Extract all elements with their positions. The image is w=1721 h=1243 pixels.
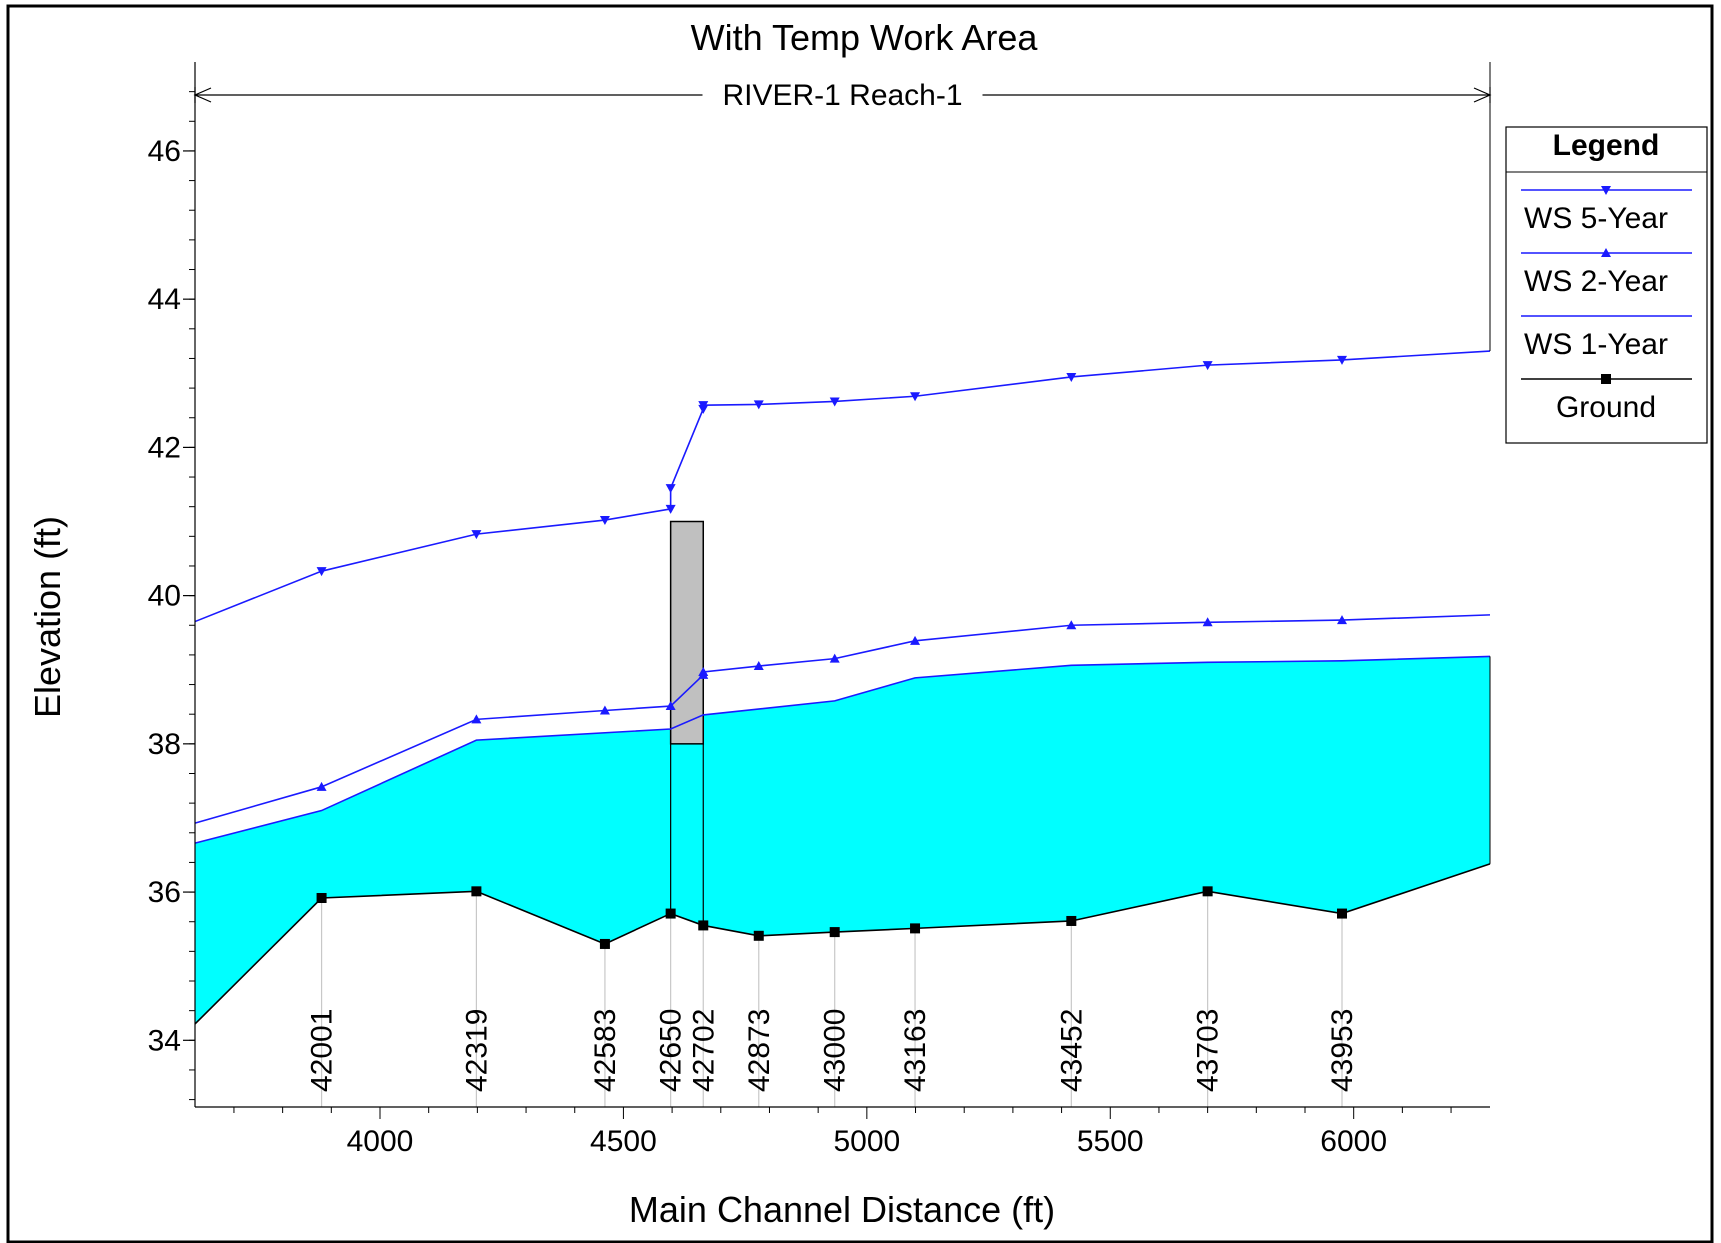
data-point-marker (316, 567, 327, 577)
y-tick-label: 40 (148, 580, 181, 613)
y-tick-label: 46 (148, 135, 181, 168)
station-label: 42873 (743, 1009, 776, 1092)
y-tick-label: 36 (148, 876, 181, 909)
series-layer (194, 350, 1491, 1025)
x-tick-label: 4000 (347, 1125, 414, 1158)
data-point-marker (1066, 372, 1077, 382)
data-point-marker (753, 661, 764, 671)
data-point-marker (665, 484, 676, 494)
series-ws-2-year-line (194, 614, 1491, 824)
data-point-marker (471, 886, 482, 897)
legend-box (1505, 126, 1708, 444)
data-point-marker (665, 908, 676, 919)
axes-layer: 34 36 38 40 42 44 46 4000 4500 5000 5500 6000 (148, 62, 1491, 1158)
legend-entry-label: WS 5-Year (1524, 202, 1668, 235)
y-tick-label: 38 (148, 728, 181, 761)
legend-marker-icon (1601, 248, 1611, 257)
station-label: 43452 (1055, 1009, 1088, 1092)
data-point-marker (599, 516, 610, 526)
y-tick-label: 42 (148, 431, 181, 464)
station-label: 42650 (655, 1009, 688, 1092)
legend-title: Legend (1553, 129, 1660, 162)
chart-title: With Temp Work Area (691, 17, 1039, 58)
data-point-marker (316, 893, 327, 903)
water-fill-layer (195, 656, 1490, 1024)
data-point-marker (829, 397, 840, 407)
x-axis-label: Main Channel Distance (ft) (629, 1189, 1055, 1230)
x-tick-label: 4500 (590, 1125, 657, 1158)
data-point-marker (698, 920, 709, 931)
legend-entry-label: WS 2-Year (1524, 265, 1668, 298)
y-tick-label: 34 (148, 1024, 181, 1057)
data-point-marker (599, 705, 610, 715)
station-label: 42702 (687, 1009, 720, 1092)
legend-entry-label: WS 1-Year (1524, 328, 1668, 361)
reach-indicator: RIVER-1 Reach-1 (193, 79, 1492, 112)
legend-entries: WS 5-Year WS 2-Year WS 1-Year Ground (1521, 186, 1692, 424)
data-point-marker (829, 927, 840, 938)
station-label: 43000 (819, 1009, 852, 1092)
data-point-marker (910, 635, 921, 645)
reach-label: RIVER-1 Reach-1 (722, 79, 962, 112)
data-point-marker (1202, 361, 1213, 371)
temp-work-area-block (669, 520, 705, 745)
data-point-marker (1337, 908, 1347, 919)
data-point-marker (1202, 886, 1213, 897)
station-label: 42319 (460, 1009, 493, 1092)
data-point-marker (316, 781, 327, 791)
data-point-marker (698, 666, 709, 676)
data-point-marker (1066, 620, 1077, 630)
x-tick-label: 5000 (833, 1125, 900, 1158)
x-tick-label: 5500 (1077, 1125, 1144, 1158)
data-point-marker (471, 714, 482, 724)
data-point-marker (471, 530, 482, 540)
data-point-marker (753, 400, 764, 410)
data-point-marker (665, 701, 676, 711)
data-point-marker (599, 938, 610, 949)
y-axis-label: Elevation (ft) (27, 516, 68, 718)
water-fill-area (195, 656, 1490, 1024)
station-label: 43953 (1326, 1009, 1359, 1092)
data-point-marker (665, 504, 676, 514)
station-label: 42001 (306, 1009, 339, 1092)
legend-marker-icon (1601, 186, 1611, 195)
data-point-marker (910, 923, 921, 934)
data-point-marker (829, 653, 840, 663)
chart-border (6, 4, 1714, 1243)
legend-entry-label: Ground (1556, 391, 1656, 424)
data-point-marker (910, 392, 921, 402)
data-point-marker (1337, 355, 1347, 365)
x-tick-label: 6000 (1320, 1125, 1387, 1158)
data-point-marker (1337, 615, 1347, 625)
obstruction-layer (669, 520, 705, 926)
legend: Legend WS 5-Year WS 2-Year WS 1-Year Ground (1505, 126, 1708, 444)
data-point-marker (698, 401, 709, 411)
series-ws-5-year-line (194, 350, 1491, 623)
series-ws-1-year-line (194, 655, 1491, 844)
data-point-marker (753, 930, 764, 941)
legend-marker-icon (1601, 374, 1611, 384)
station-label: 42583 (589, 1009, 622, 1092)
station-label: 43163 (899, 1009, 932, 1092)
station-lines-layer: 42001 42319 42583 42650 42702 42873 43000 43163… (306, 891, 1359, 1107)
y-tick-label: 44 (148, 283, 181, 316)
station-label: 43703 (1192, 1009, 1225, 1092)
data-point-marker (1202, 617, 1213, 627)
data-point-marker (1066, 915, 1077, 926)
